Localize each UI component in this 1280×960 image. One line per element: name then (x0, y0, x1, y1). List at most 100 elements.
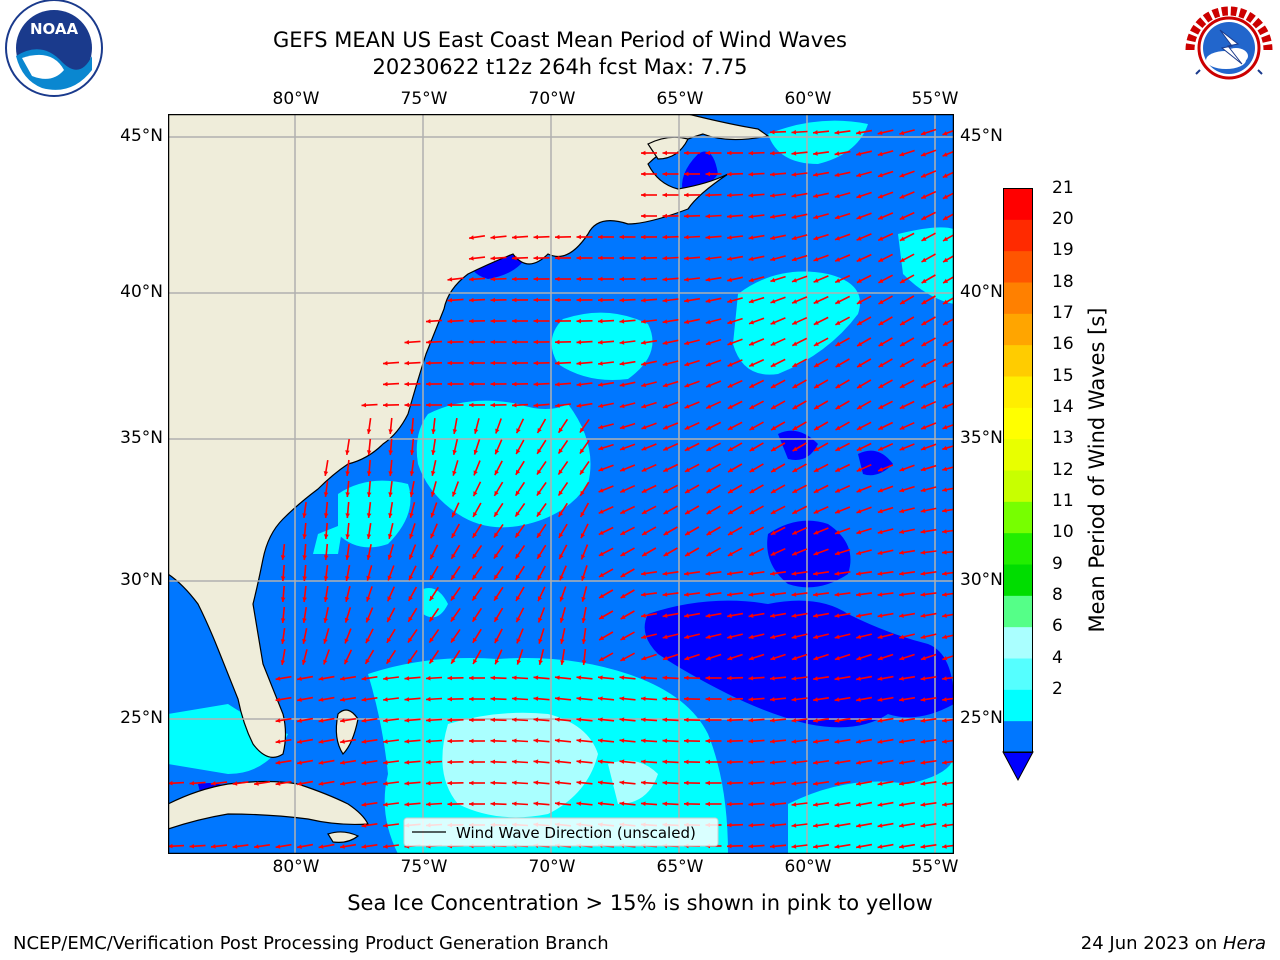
wave-direction-arrowhead (900, 278, 905, 283)
wave-direction-arrowhead (663, 425, 669, 430)
wave-direction-arrowhead (727, 341, 733, 346)
wave-direction-arrowhead (748, 823, 754, 828)
wave-direction-arrowhead (857, 320, 862, 325)
wave-direction-arrowhead (662, 592, 668, 597)
wave-direction-arrowhead (900, 341, 905, 346)
wave-direction-arrowhead (792, 320, 798, 325)
wave-direction-arrowhead (770, 256, 776, 262)
wave-direction-arrowhead (495, 449, 500, 455)
wave-direction-arrowhead (579, 448, 585, 454)
wave-direction-arrowhead (386, 658, 391, 664)
wave-direction-arrowhead (770, 844, 775, 849)
wave-direction-arrowhead (619, 801, 625, 806)
wave-direction-arrowhead (663, 446, 669, 451)
wave-direction-arrowhead (920, 130, 926, 136)
wave-direction-arrowhead (749, 362, 755, 367)
wave-direction-arrowhead (576, 382, 582, 387)
wave-direction-arrowhead (748, 844, 754, 849)
wave-direction-arrowhead (323, 513, 329, 518)
wave-direction-arrowhead (813, 823, 818, 828)
wave-direction-arrowhead (748, 571, 754, 576)
wave-direction-arrowhead (877, 550, 883, 555)
wave-direction-arrowhead (900, 320, 906, 325)
wave-direction-arrowhead (538, 638, 543, 644)
wave-direction-arrowhead (426, 696, 431, 702)
wave-direction-arrowhead (555, 780, 560, 785)
wave-direction-arrowhead (920, 466, 926, 472)
wave-direction-arrowhead (365, 658, 370, 664)
wave-direction-arrowhead (877, 781, 883, 786)
wave-direction-arrowhead (877, 571, 883, 576)
wave-direction-arrowhead (813, 193, 818, 198)
wave-direction-arrowhead (388, 429, 393, 434)
wave-direction-arrowhead (705, 634, 711, 639)
wave-direction-arrowhead (791, 151, 797, 156)
wave-direction-arrowhead (619, 759, 625, 764)
colorbar-tick-label: 13 (1052, 428, 1074, 449)
wave-direction-arrowhead (663, 404, 668, 409)
wave-direction-arrowhead (728, 488, 734, 493)
wave-direction-arrowhead (748, 697, 754, 702)
wave-direction-arrowhead (494, 616, 499, 622)
footer-credit: NCEP/EMC/Verification Post Processing Pr… (13, 933, 609, 954)
wave-direction-arrowhead (770, 320, 776, 325)
wave-direction-arrowhead (727, 150, 732, 156)
wave-direction-arrowhead (490, 402, 495, 408)
wave-direction-arrowhead (515, 490, 520, 496)
wave-direction-arrowhead (706, 383, 712, 388)
wave-direction-arrowhead (620, 530, 626, 535)
wave-direction-arrowhead (490, 738, 495, 744)
wave-direction-arrowhead (598, 675, 603, 680)
wave-direction-arrowhead (559, 596, 564, 602)
wave-direction-arrowhead (748, 802, 754, 807)
wave-direction-arrowhead (791, 571, 797, 576)
wave-direction-arrowhead (921, 173, 927, 178)
wave-direction-arrowhead (598, 717, 603, 722)
colorbar-band (1003, 595, 1033, 628)
wave-direction-arrowhead (920, 760, 926, 765)
wave-direction-arrowhead (770, 571, 775, 576)
wave-direction-arrowhead (383, 697, 388, 702)
wave-direction-arrowhead (834, 781, 840, 786)
sea-ice-note: Sea Ice Concentration > 15% is shown in … (347, 891, 933, 915)
wave-direction-arrowhead (365, 638, 370, 644)
wave-direction-arrowhead (813, 172, 818, 177)
wave-direction-arrowhead (560, 660, 565, 665)
wave-direction-arrowhead (490, 297, 495, 303)
lat-label-right: 45°N (960, 126, 1003, 146)
wave-direction-arrowhead (727, 362, 733, 367)
wave-direction-arrowhead (770, 592, 775, 597)
wave-direction-arrowhead (598, 382, 603, 387)
wave-direction-arrowhead (619, 696, 625, 701)
wave-direction-arrowhead (302, 576, 307, 581)
wave-direction-arrowhead (942, 739, 947, 744)
wave-direction-arrowhead (598, 255, 603, 261)
wave-direction-arrowhead (559, 554, 564, 560)
wave-direction-arrowhead (705, 256, 711, 261)
wave-direction-arrowhead (598, 509, 604, 514)
wave-direction-arrowhead (558, 448, 563, 454)
wave-direction-arrowhead (899, 634, 905, 639)
wave-direction-arrowhead (877, 172, 883, 178)
colorbar-band (1003, 376, 1033, 409)
wave-direction-arrowhead (383, 781, 388, 786)
wave-direction-arrowhead (706, 509, 712, 514)
wave-direction-arrowhead (942, 613, 947, 618)
wave-direction-arrowhead (899, 404, 905, 409)
wave-direction-arrowhead (576, 403, 582, 408)
wave-direction-arrowhead (770, 739, 775, 744)
wave-direction-arrowhead (598, 403, 603, 408)
wave-direction-arrowhead (727, 780, 732, 786)
wave-direction-arrowhead (878, 341, 884, 346)
wave-direction-arrowhead (727, 571, 732, 576)
wave-direction-arrowhead (168, 843, 173, 849)
wave-direction-arrowhead (813, 551, 819, 556)
wave-direction-arrowhead (232, 781, 238, 786)
wave-direction-arrowhead (705, 656, 711, 661)
wave-direction-arrowhead (641, 255, 646, 261)
wave-direction-arrowhead (920, 676, 926, 681)
wave-direction-arrowhead (857, 341, 863, 346)
wave-direction-arrowhead (472, 637, 478, 643)
wave-direction-arrowhead (619, 780, 625, 785)
wave-direction-arrowhead (515, 553, 520, 559)
